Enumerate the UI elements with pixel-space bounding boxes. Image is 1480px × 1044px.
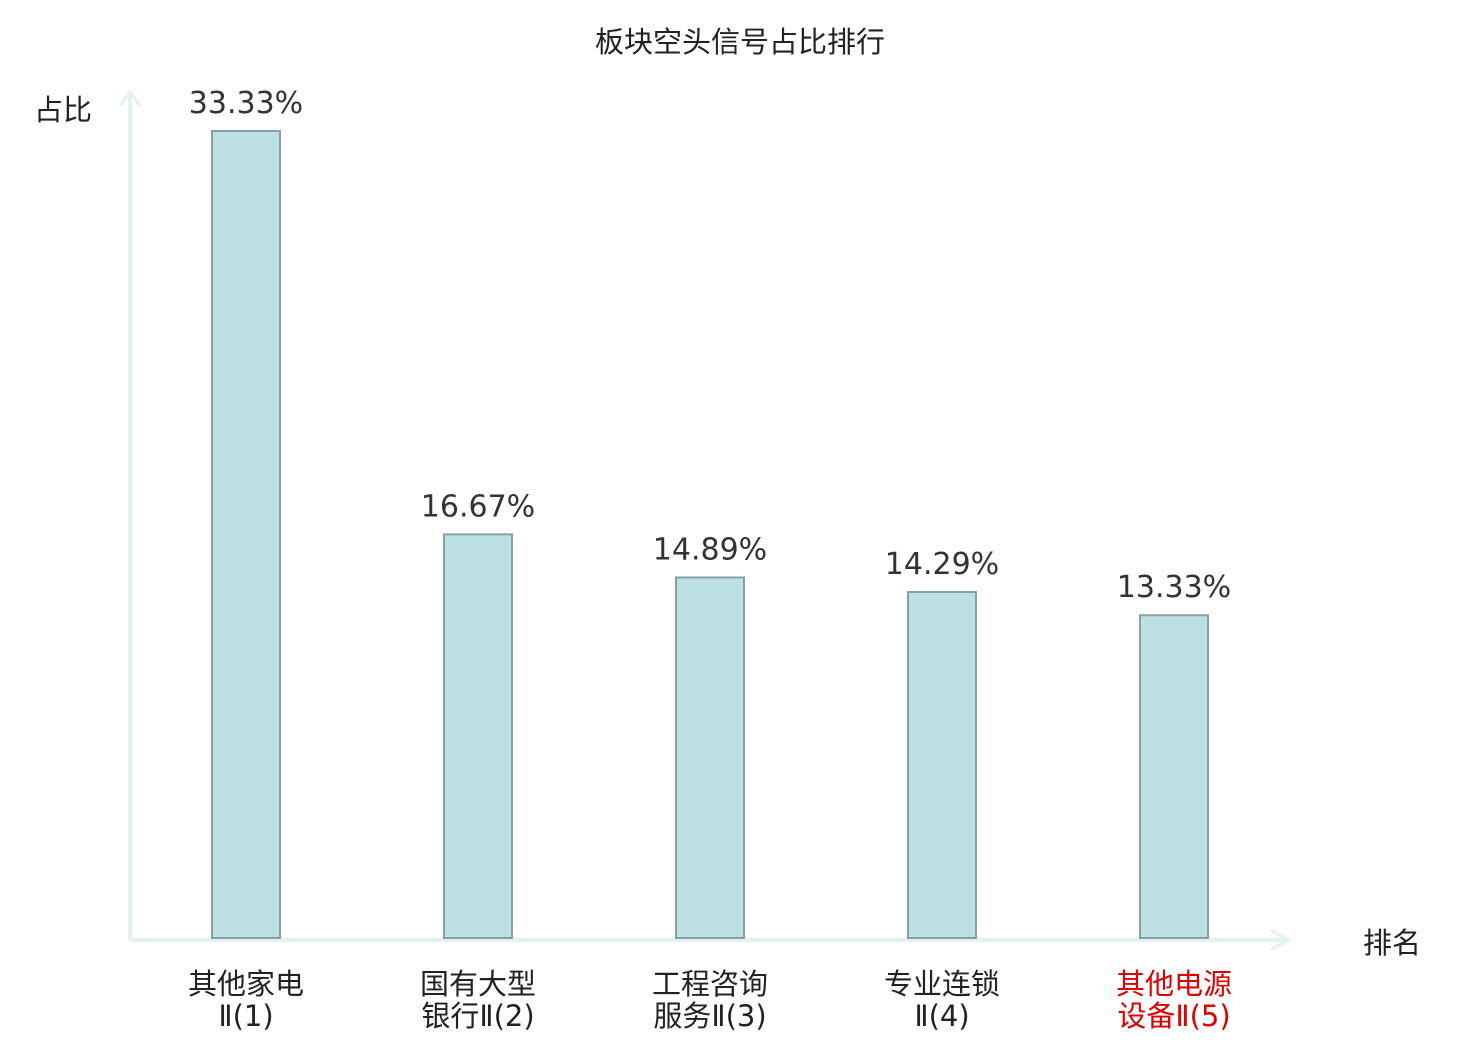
value-labels: 33.33% 16.67% 14.89% 14.29% 13.33% [189, 86, 1231, 605]
bars [211, 130, 1209, 940]
y-axis-label: 占比 [34, 93, 92, 127]
category-label-3-line-1: 工程咨询 [652, 967, 768, 1001]
category-label-3-line-2: 服务Ⅱ(3) [653, 999, 766, 1033]
value-label-4: 14.29% [885, 547, 999, 582]
bar-3 [675, 576, 745, 939]
y-axis-arrow-icon [118, 89, 142, 107]
category-label-5-line-2: 设备Ⅱ(5) [1117, 999, 1230, 1033]
category-label-1-line-2: Ⅱ(1) [218, 999, 273, 1033]
x-axis-arrow-icon [1270, 928, 1291, 952]
bar-2 [443, 533, 513, 940]
category-label-5-line-1: 其他电源 [1116, 967, 1232, 1001]
bar-4 [907, 591, 977, 940]
category-label-2-line-1: 国有大型 [420, 967, 536, 1001]
value-label-3: 14.89% [653, 532, 767, 567]
value-label-1: 33.33% [189, 86, 303, 121]
bar-5 [1139, 614, 1209, 939]
category-label-4-line-2: Ⅱ(4) [914, 999, 969, 1033]
bar-1 [211, 130, 281, 939]
x-axis-label: 排名 [1363, 926, 1421, 960]
category-label-1-line-1: 其他家电 [188, 967, 304, 1001]
category-label-2-line-2: 银行Ⅱ(2) [421, 999, 534, 1033]
category-label-4-line-1: 专业连锁 [884, 967, 1000, 1001]
value-label-5: 13.33% [1117, 570, 1231, 605]
chart-title: 板块空头信号占比排行 [595, 25, 885, 59]
value-label-2: 16.67% [421, 489, 535, 524]
axes [118, 89, 1291, 952]
